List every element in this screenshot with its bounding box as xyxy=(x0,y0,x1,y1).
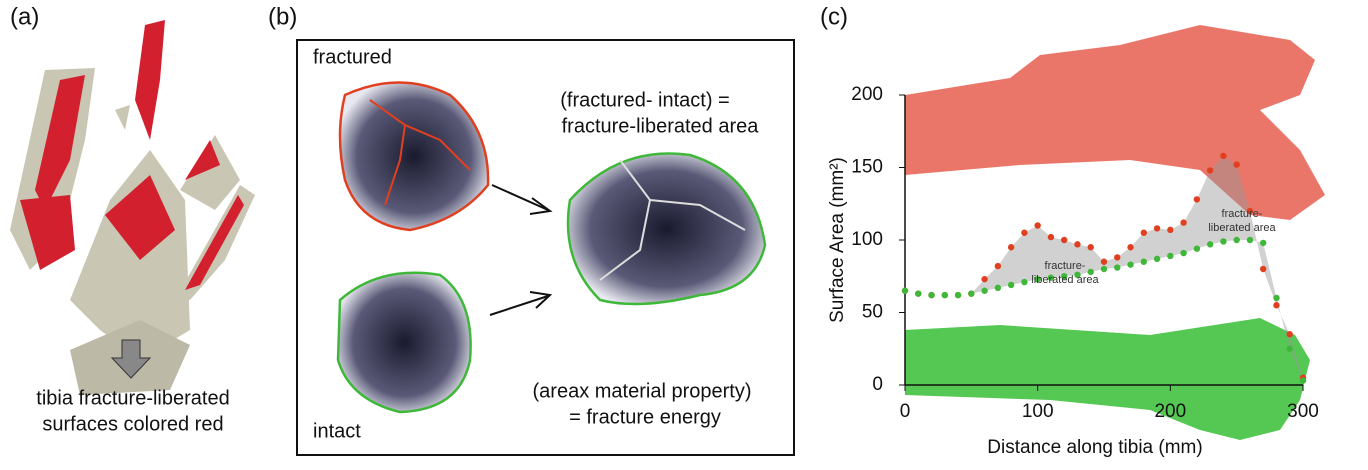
data-point xyxy=(1154,256,1160,262)
data-point xyxy=(1247,237,1253,243)
x-axis-title: Distance along tibia (mm) xyxy=(987,437,1202,458)
data-point xyxy=(1260,266,1266,272)
data-point xyxy=(955,292,961,298)
data-point xyxy=(1167,253,1173,259)
panel-label: (c) xyxy=(820,3,848,30)
data-point xyxy=(1300,377,1306,383)
equation: (areax material property) xyxy=(533,380,752,402)
data-point xyxy=(968,290,974,296)
data-point xyxy=(1220,153,1226,159)
data-point xyxy=(942,292,948,298)
annotation: fracture- xyxy=(1222,208,1263,220)
data-point xyxy=(981,288,987,294)
panel-label: (b) xyxy=(268,3,297,30)
data-point xyxy=(1061,237,1067,243)
data-point xyxy=(1141,230,1147,236)
data-point xyxy=(902,288,908,294)
equation: = fracture energy xyxy=(569,406,721,428)
data-point xyxy=(1154,225,1160,231)
annotation: liberated area xyxy=(1208,222,1276,234)
data-point xyxy=(1127,261,1133,267)
data-point xyxy=(1180,219,1186,225)
data-point xyxy=(1273,302,1279,308)
data-point xyxy=(1220,238,1226,244)
data-point xyxy=(915,290,921,296)
data-point xyxy=(928,292,934,298)
annotation: liberated area xyxy=(1031,274,1099,286)
x-tick-label: 300 xyxy=(1287,401,1319,422)
data-point xyxy=(1287,346,1293,352)
caption: surfaces colored red xyxy=(42,413,223,435)
data-point xyxy=(1141,259,1147,265)
data-point xyxy=(981,276,987,282)
data-point xyxy=(1207,241,1213,247)
data-point xyxy=(1194,196,1200,202)
data-point xyxy=(1074,241,1080,247)
y-axis-title: Surface Area (mm²) xyxy=(827,157,848,323)
data-point xyxy=(1021,279,1027,285)
data-point xyxy=(1008,282,1014,288)
x-tick-label: 200 xyxy=(1154,401,1186,422)
data-point xyxy=(1273,295,1279,301)
data-point xyxy=(1021,230,1027,236)
y-tick-label: 100 xyxy=(851,229,883,250)
data-point xyxy=(1034,222,1040,228)
x-tick-label: 100 xyxy=(1022,401,1054,422)
data-point xyxy=(995,263,1001,269)
data-point xyxy=(995,285,1001,291)
data-point xyxy=(1127,244,1133,250)
label: fractured xyxy=(313,46,392,68)
data-point xyxy=(1048,234,1054,240)
caption: tibia fracture-liberated xyxy=(36,387,229,409)
x-tick-label: 0 xyxy=(900,401,911,422)
y-tick-label: 150 xyxy=(851,157,883,178)
y-tick-label: 50 xyxy=(862,302,883,323)
data-point xyxy=(1008,244,1014,250)
data-point xyxy=(1101,266,1107,272)
data-point xyxy=(1194,246,1200,252)
data-point xyxy=(1101,259,1107,265)
data-point xyxy=(1260,240,1266,246)
data-point xyxy=(1233,161,1239,167)
data-point xyxy=(1287,331,1293,337)
data-point xyxy=(1180,250,1186,256)
y-tick-label: 0 xyxy=(872,374,883,395)
equation: (fractured- intact) = xyxy=(560,89,730,111)
y-tick-label: 200 xyxy=(851,84,883,105)
label: intact xyxy=(313,420,361,442)
data-point xyxy=(1088,244,1094,250)
data-point xyxy=(1114,254,1120,260)
panel-label: (a) xyxy=(10,3,39,30)
fragments-illustration xyxy=(10,20,255,395)
equation: fracture-liberated area xyxy=(562,115,760,137)
data-point xyxy=(1233,237,1239,243)
figure: (a) tibia fracture-liberated surfaces co… xyxy=(0,0,1368,470)
data-point xyxy=(1207,167,1213,173)
data-point xyxy=(1167,227,1173,233)
data-point xyxy=(1114,264,1120,270)
annotation: fracture- xyxy=(1045,260,1086,272)
